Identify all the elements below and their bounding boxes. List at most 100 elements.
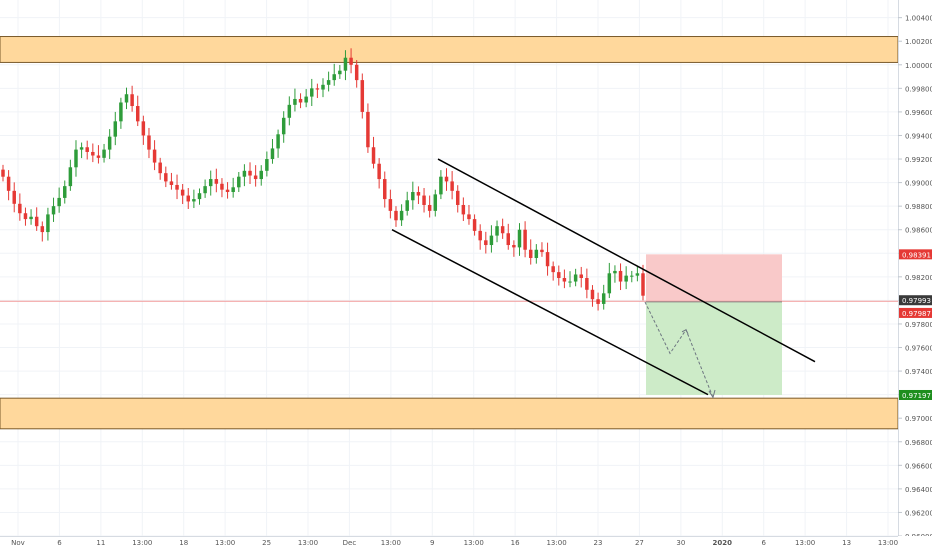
- price-tick-label: 0.97600: [905, 345, 932, 353]
- candle-body: [439, 176, 443, 195]
- candle-body: [259, 170, 263, 180]
- candle-body: [500, 226, 505, 234]
- candle-body: [152, 149, 157, 163]
- candle-body: [388, 199, 393, 211]
- candle-body: [175, 184, 179, 190]
- entry-price-label: 0.97987: [902, 310, 931, 318]
- candle-body: [343, 57, 348, 71]
- price-tick-label: 0.98600: [905, 227, 932, 235]
- take-profit-price-label-background: [899, 389, 932, 400]
- current-price-label: 0.97993: [902, 297, 931, 305]
- time-axis[interactable]: Nov 6 11 13:00 18 13:00 25 13:00 Dec 13:00 9 13:00 1…: [0, 536, 932, 550]
- candle-body: [562, 278, 567, 282]
- price-tick-label: 1.00400: [905, 15, 932, 23]
- candle-body: [455, 190, 460, 205]
- time-tick-label: 13: [842, 539, 851, 547]
- price-tick-label: 0.99600: [905, 109, 932, 117]
- candle-body: [416, 192, 421, 196]
- support-zone: [0, 397, 899, 430]
- candle-body: [472, 219, 477, 231]
- stop-loss-price-label-background: [899, 249, 932, 260]
- time-tick-label: 16: [511, 539, 520, 547]
- candle-body: [130, 94, 134, 107]
- candle-body: [74, 149, 78, 168]
- stop-loss-price-label: 0.98391: [902, 251, 931, 259]
- time-tick-label: 18: [179, 539, 188, 547]
- candle-body: [528, 249, 533, 258]
- candle-body: [517, 229, 522, 248]
- current-price-label-background: [899, 295, 932, 306]
- candle-body: [489, 235, 494, 246]
- candles: [1, 48, 645, 311]
- candle-body: [40, 226, 45, 233]
- time-tick-label: Nov: [11, 539, 25, 547]
- candle-body: [371, 147, 376, 164]
- candle-body: [180, 189, 185, 196]
- price-tick-label: 0.99800: [905, 85, 932, 93]
- drawings: [391, 158, 816, 399]
- time-tick-label: 13:00: [878, 539, 898, 547]
- candle-body: [18, 203, 22, 214]
- candle-body: [208, 179, 213, 187]
- candle-body: [242, 170, 247, 177]
- candle-body: [287, 104, 292, 118]
- candle-body: [203, 186, 207, 194]
- candle-body: [484, 240, 488, 246]
- time-tick-label: 13:00: [464, 539, 484, 547]
- price-axis[interactable]: 1.00400 1.00200 1.00000 0.99800 0.99600 0.994…: [898, 0, 932, 550]
- candle-body: [34, 216, 39, 227]
- candle-body: [394, 210, 398, 221]
- time-tick-label: 13:00: [381, 539, 401, 547]
- candle-body: [147, 135, 151, 150]
- candle-body: [557, 272, 561, 279]
- price-tick-label: 0.99400: [905, 132, 932, 140]
- candle-body: [310, 88, 314, 97]
- candle-body: [624, 275, 628, 282]
- time-tick-label: 11: [96, 539, 105, 547]
- candle-body: [523, 229, 527, 250]
- candle-body: [635, 273, 640, 276]
- take-profit-box: [646, 301, 782, 395]
- candle-body: [79, 147, 84, 150]
- candle-body: [630, 275, 634, 277]
- candle-body: [253, 175, 258, 180]
- candle-body: [551, 266, 555, 273]
- candle-body: [6, 176, 11, 191]
- price-tick-label: 0.97800: [905, 321, 932, 329]
- candle-body: [534, 249, 539, 258]
- candle-body: [220, 183, 224, 190]
- candle-body: [158, 162, 162, 174]
- candle-body: [613, 270, 617, 274]
- candle-body: [91, 151, 95, 156]
- candle-body: [427, 204, 432, 211]
- candle-body: [377, 163, 381, 180]
- time-tick-label: 6: [761, 539, 766, 547]
- candle-body: [607, 273, 612, 294]
- price-tick-label: 0.96200: [905, 509, 932, 517]
- candle-body: [63, 186, 67, 198]
- candle-body: [107, 136, 112, 150]
- time-tick-label: 13:00: [795, 539, 815, 547]
- candle-body: [164, 173, 168, 182]
- price-zones: [0, 36, 899, 430]
- candle-body: [433, 194, 438, 211]
- candle-body: [225, 189, 230, 193]
- resistance-zone: [0, 36, 899, 63]
- candle-body: [579, 274, 583, 279]
- price-tick-label: 0.96400: [905, 486, 932, 494]
- take-profit-price-label: 0.97197: [902, 392, 931, 400]
- candle-body: [332, 74, 336, 81]
- time-tick-label: Dec: [343, 539, 357, 547]
- candle-body: [298, 98, 303, 103]
- candle-body: [1, 169, 5, 177]
- candle-body: [169, 181, 174, 185]
- candle-body: [383, 179, 387, 200]
- candle-body: [450, 181, 454, 191]
- candle-body: [237, 176, 241, 188]
- candle-body: [304, 96, 308, 103]
- time-tick-label: 9: [430, 539, 434, 547]
- candle-body: [281, 117, 286, 135]
- candle-body: [214, 179, 219, 184]
